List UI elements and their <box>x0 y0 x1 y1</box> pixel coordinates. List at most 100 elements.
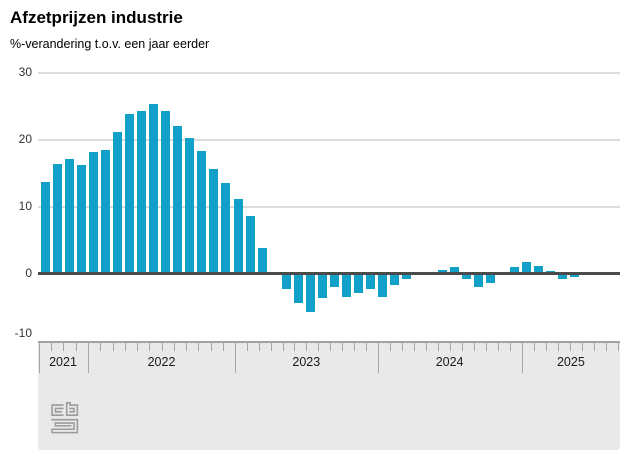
bar-2023-12[interactable] <box>365 274 375 289</box>
year-separator-tick <box>235 343 236 373</box>
chart-subtitle: %-verandering t.o.v. een jaar eerder <box>10 37 210 51</box>
bar-2023-05[interactable] <box>281 274 291 289</box>
bar-2024-06[interactable] <box>438 269 447 273</box>
month-tick <box>533 343 535 351</box>
bar-2024-01[interactable] <box>377 274 387 297</box>
month-tick <box>149 343 151 351</box>
year-separator-tick <box>377 343 379 373</box>
x-axis-year-label-2024: 2024 <box>435 355 464 369</box>
month-tick <box>306 343 308 351</box>
bar-2022-06[interactable] <box>149 104 159 273</box>
bar-2022-10[interactable] <box>197 151 207 273</box>
x-axis-year-label-2021: 2021 <box>49 355 77 369</box>
bar-2022-11[interactable] <box>209 169 219 273</box>
bar-2023-01[interactable] <box>233 199 243 273</box>
bar-2025-02[interactable] <box>534 265 544 273</box>
bar-2022-01[interactable] <box>89 152 99 273</box>
bar-2023-10[interactable] <box>341 274 351 297</box>
month-tick <box>282 343 284 351</box>
month-tick <box>449 343 451 351</box>
month-tick <box>341 343 343 351</box>
month-tick <box>100 343 102 351</box>
month-tick <box>401 343 403 351</box>
bar-2024-02[interactable] <box>389 274 399 285</box>
bar-2024-09[interactable] <box>474 274 484 288</box>
month-tick <box>389 343 391 351</box>
month-tick <box>124 343 126 351</box>
bar-2021-09[interactable] <box>41 181 50 273</box>
bar-2025-01[interactable] <box>522 262 532 273</box>
bar-2023-08[interactable] <box>317 274 327 299</box>
chart-title: Afzetprijzen industrie <box>10 8 183 27</box>
cbs-logo <box>51 402 79 434</box>
bar-2024-07[interactable] <box>450 267 459 273</box>
year-separator-tick <box>88 343 89 373</box>
month-tick <box>581 343 583 351</box>
month-tick <box>330 343 331 351</box>
bar-2025-04[interactable] <box>558 274 568 279</box>
x-axis-year-label-2025: 2025 <box>556 355 585 369</box>
bar-2024-12[interactable] <box>510 267 520 273</box>
month-tick <box>63 343 64 351</box>
x-axis-year-label-2022: 2022 <box>147 355 176 369</box>
month-tick <box>594 343 595 351</box>
month-tick <box>318 343 320 351</box>
month-tick <box>161 343 163 351</box>
bar-2022-09[interactable] <box>185 138 195 273</box>
month-tick <box>497 343 499 351</box>
bar-2022-08[interactable] <box>173 126 183 273</box>
month-tick <box>545 343 547 351</box>
month-tick <box>618 343 620 351</box>
month-tick <box>437 343 439 351</box>
bar-2023-09[interactable] <box>329 274 339 287</box>
month-tick <box>294 343 296 351</box>
month-tick <box>270 343 272 351</box>
month-tick <box>365 343 367 351</box>
month-tick <box>258 343 260 351</box>
bar-2022-12[interactable] <box>221 183 231 273</box>
axis-start-tick <box>38 343 40 373</box>
month-tick <box>425 343 427 351</box>
month-tick <box>210 343 212 351</box>
bar-2021-11[interactable] <box>65 159 75 273</box>
month-tick <box>413 343 415 351</box>
month-tick <box>222 343 224 351</box>
bar-2023-06[interactable] <box>293 274 303 303</box>
bar-2024-10[interactable] <box>486 274 496 284</box>
y-axis-tick-label: 30 <box>18 65 32 79</box>
bar-2023-11[interactable] <box>353 274 363 294</box>
year-separator-tick <box>521 343 523 373</box>
y-axis-tick-label: 20 <box>18 132 32 146</box>
bar-2022-02[interactable] <box>101 150 111 273</box>
bar-2023-07[interactable] <box>305 274 315 312</box>
bar-2024-03[interactable] <box>401 274 411 280</box>
month-tick <box>569 343 571 351</box>
bar-2025-05[interactable] <box>570 274 580 278</box>
month-tick <box>75 343 77 351</box>
month-tick <box>473 343 475 351</box>
x-axis-band <box>38 341 620 450</box>
bar-2022-07[interactable] <box>161 110 171 273</box>
bar-2024-08[interactable] <box>462 274 471 279</box>
month-tick <box>173 343 175 351</box>
y-axis-tick-label: 0 <box>25 266 32 280</box>
bar-2022-05[interactable] <box>137 110 147 273</box>
bar-2023-03[interactable] <box>257 247 267 273</box>
month-tick <box>50 343 52 351</box>
month-tick <box>246 343 248 351</box>
gridline-30 <box>38 72 620 74</box>
bar-2022-04[interactable] <box>125 114 135 273</box>
month-tick <box>557 343 559 351</box>
month-tick <box>461 343 463 351</box>
bar-2022-03[interactable] <box>113 132 123 273</box>
x-axis-year-label-2023: 2023 <box>292 355 321 369</box>
gridline-20 <box>38 139 620 141</box>
bar-2021-12[interactable] <box>77 164 87 273</box>
month-tick <box>353 343 355 351</box>
y-axis-tick-label: 10 <box>18 199 32 213</box>
bar-2021-10[interactable] <box>53 163 62 273</box>
bar-2023-02[interactable] <box>245 216 255 274</box>
